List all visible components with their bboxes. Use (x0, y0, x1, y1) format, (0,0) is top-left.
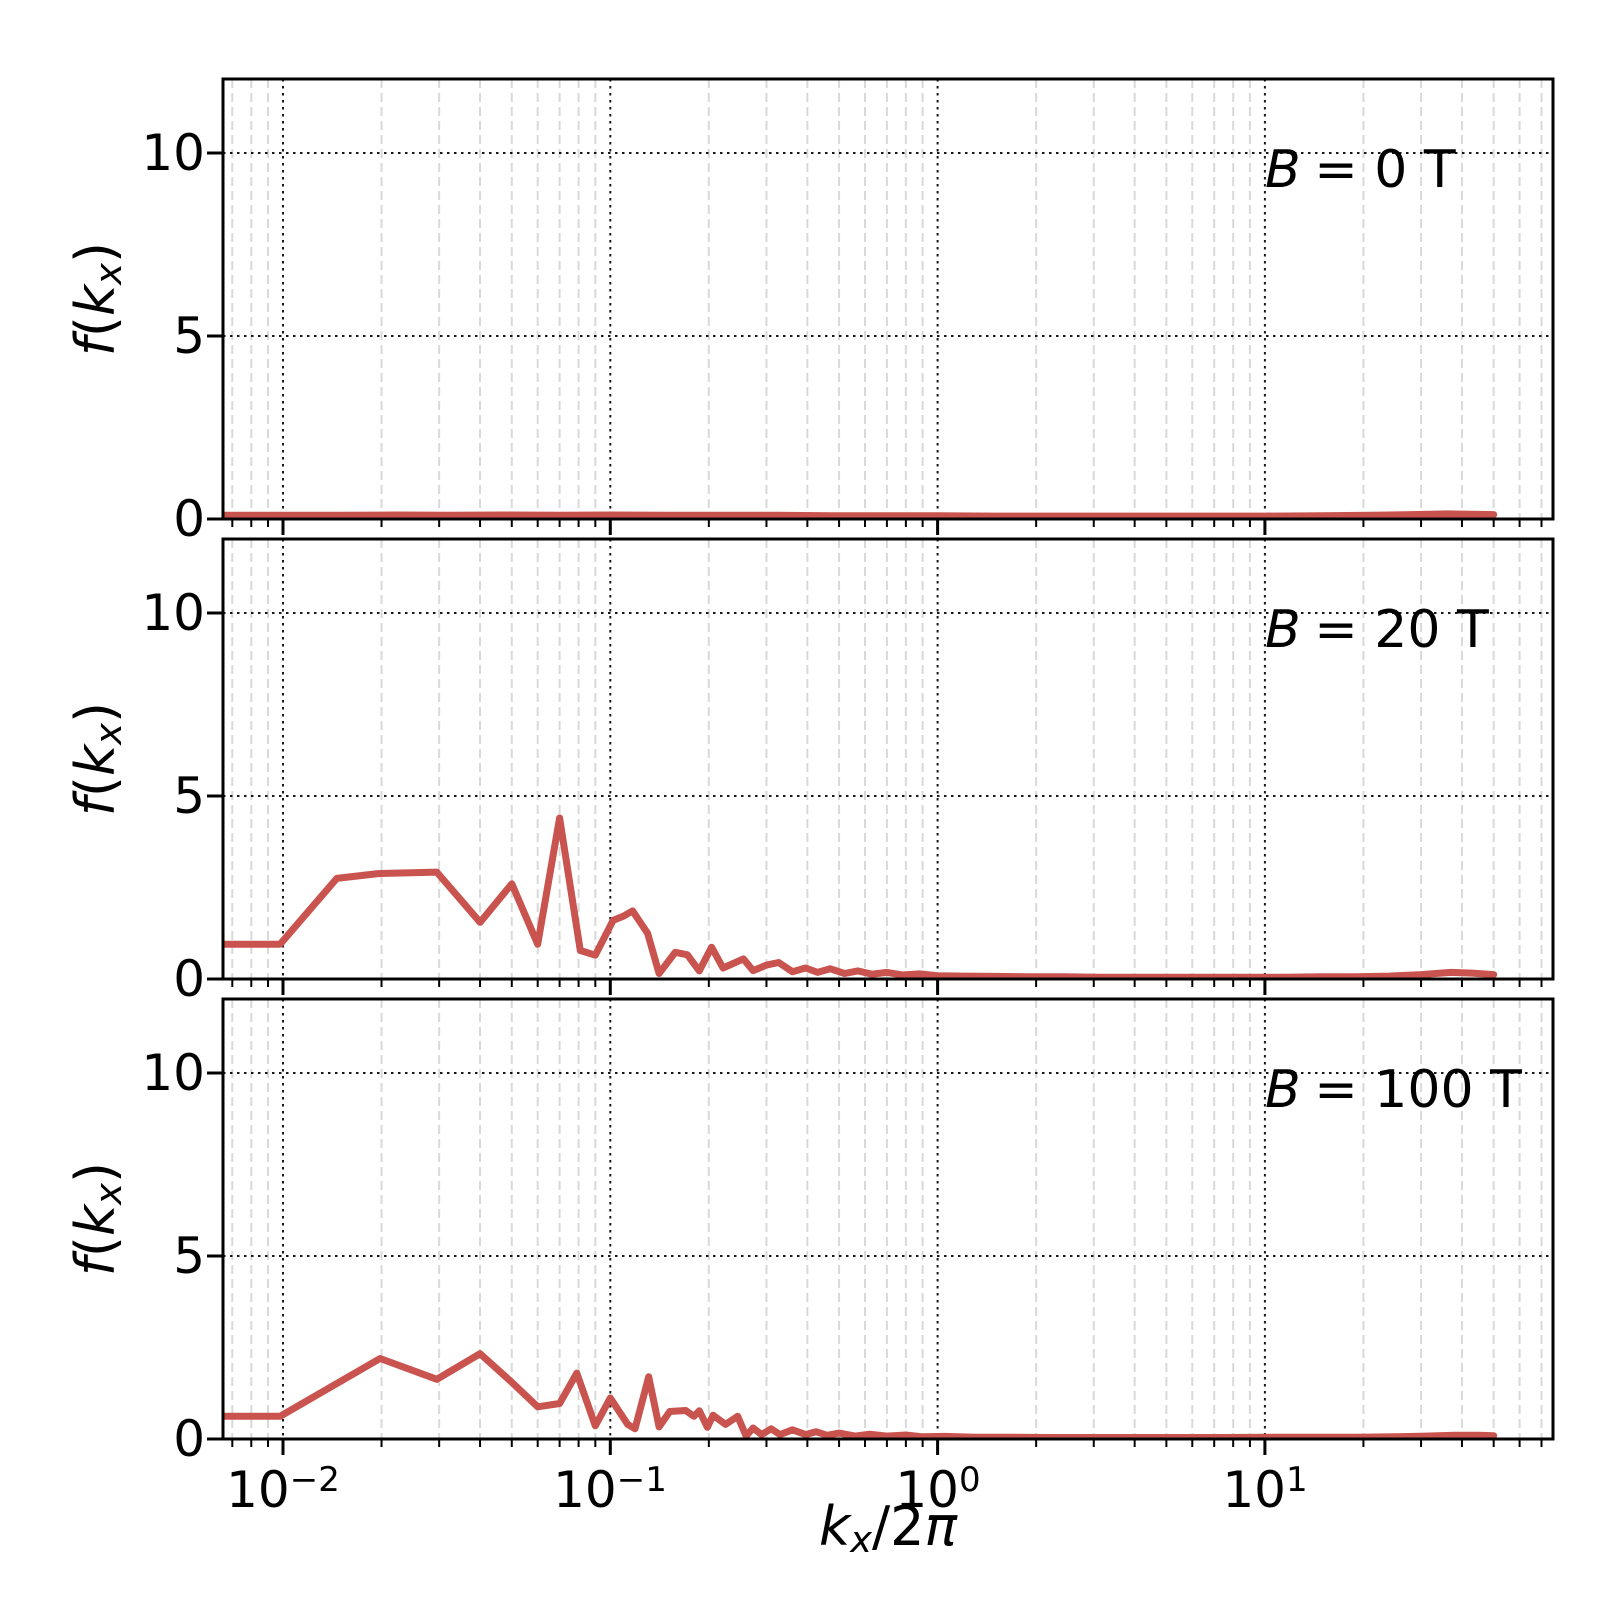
panel-0-frame (221, 77, 1555, 521)
xtick-exp: 0 (958, 1460, 981, 1500)
ytick-label-p2-0: 0 (173, 1410, 205, 1468)
ylabel-k: k (64, 744, 128, 776)
xtick-label-1e1: 101 (1155, 1452, 1375, 1518)
ytick-label-p2-10: 10 (141, 1044, 205, 1102)
xtick-label-1e-1: 10−1 (500, 1452, 720, 1518)
panel-annotation-b100t: B = 100 T (1265, 1060, 1522, 1120)
ytick-label-p0-5: 5 (173, 307, 205, 365)
panel-annotation-b20t: B = 20 T (1265, 600, 1489, 660)
y-axis-label-p0: f(kx) (64, 242, 130, 356)
xlabel-slash-2: /2 (871, 1495, 925, 1559)
ylabel-sub-x: x (86, 722, 130, 745)
annotation-B: B (1265, 600, 1301, 660)
ylabel-k: k (64, 284, 128, 316)
xlabel-k: k (818, 1495, 851, 1559)
ylabel-k: k (64, 1204, 128, 1236)
ylabel-sub-x: x (86, 1182, 130, 1205)
ylabel-close-paren: ) (64, 701, 128, 723)
ytick-label-p0-10: 10 (141, 124, 205, 182)
ylabel-f: f (64, 797, 128, 817)
ylabel-close-paren: ) (64, 1161, 128, 1183)
xtick-label-1e0: 100 (828, 1452, 1048, 1518)
xtick-base: 10 (226, 1461, 290, 1519)
xtick-base: 10 (1222, 1461, 1286, 1519)
xtick-exp: −1 (616, 1460, 667, 1500)
ylabel-f: f (64, 337, 128, 357)
ytick-label-p0-0: 0 (173, 490, 205, 548)
ytick-label-p1-10: 10 (141, 584, 205, 642)
ytick-label-p1-0: 0 (173, 950, 205, 1008)
xlabel-sub-x: x (850, 1517, 872, 1561)
ylabel-open-paren: ( (64, 1236, 128, 1258)
curve-b-20t (223, 814, 1498, 979)
annotation-value: = 100 T (1314, 1060, 1522, 1120)
panel-1-frame (221, 537, 1555, 981)
ytick-label-p1-5: 5 (173, 767, 205, 825)
y-axis-label-p2: f(kx) (64, 1162, 130, 1276)
ylabel-open-paren: ( (64, 776, 128, 798)
curve-b-0t (223, 510, 1498, 519)
panel-0-gridlines (223, 79, 1553, 519)
ylabel-open-paren: ( (64, 316, 128, 338)
panel-1-gridlines (223, 539, 1553, 979)
panel-0-ticks (207, 151, 1543, 535)
panel-2-frame (221, 997, 1555, 1441)
panel-1-ticks (207, 611, 1543, 995)
xtick-base: 10 (895, 1461, 959, 1519)
ylabel-sub-x: x (86, 262, 130, 285)
xtick-exp: −2 (289, 1460, 340, 1500)
xtick-exp: 1 (1285, 1460, 1308, 1500)
panel-annotation-b0t: B = 0 T (1265, 140, 1456, 200)
panel-2-gridlines (223, 999, 1553, 1439)
panel-2-ticks (207, 1071, 1543, 1455)
x-axis-label: kx/2π (819, 1495, 957, 1561)
xtick-base: 10 (553, 1461, 617, 1519)
ytick-label-p2-5: 5 (173, 1227, 205, 1285)
xlabel-pi: π (924, 1495, 958, 1559)
annotation-B: B (1265, 140, 1301, 200)
curve-b-100t (223, 1350, 1498, 1439)
annotation-value: = 20 T (1314, 600, 1489, 660)
ylabel-close-paren: ) (64, 241, 128, 263)
xtick-label-1e-2: 10−2 (173, 1452, 393, 1518)
y-axis-label-p1: f(kx) (64, 702, 130, 816)
ylabel-f: f (64, 1257, 128, 1277)
annotation-value: = 0 T (1314, 140, 1456, 200)
annotation-B: B (1265, 1060, 1301, 1120)
